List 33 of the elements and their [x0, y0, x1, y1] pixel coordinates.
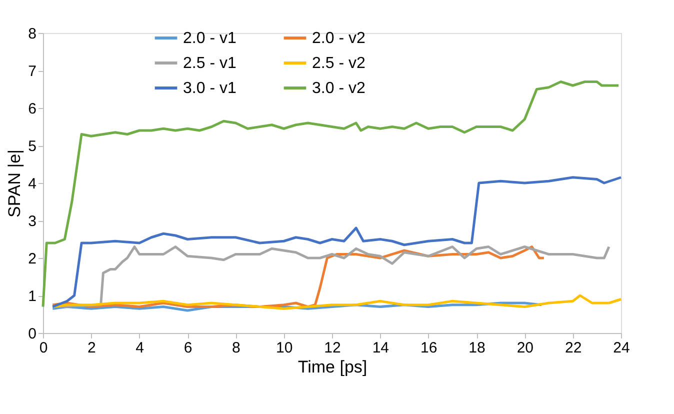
x-tick-label: 18	[468, 340, 486, 356]
line-series	[42, 80, 620, 308]
y-tick-label: 0	[28, 326, 36, 342]
x-tick-label: 2	[87, 340, 96, 356]
y-tick-label: 5	[28, 138, 36, 155]
y-tick-label: 6	[28, 100, 36, 118]
x-tick-label: 12	[324, 340, 341, 356]
x-axis-title: Time [ps]	[298, 358, 368, 376]
x-tick-label: 24	[613, 340, 630, 356]
x-tick-label: 20	[516, 340, 534, 356]
y-tick-label: 7	[28, 63, 36, 80]
y-tick-label: 4	[28, 176, 36, 192]
line-series	[51, 294, 622, 310]
legend-label: 3.0 - v1	[183, 80, 236, 97]
y-axis-title: SPAN |e|	[5, 149, 24, 218]
x-tick-label: 0	[39, 340, 48, 356]
y-tick-label: 2	[28, 250, 36, 268]
legend-label: 2.0 - v1	[183, 30, 236, 47]
y-tick-label: 1	[28, 288, 36, 305]
legend-label: 2.5 - v2	[312, 55, 366, 72]
y-tick-label: 8	[28, 26, 36, 42]
x-tick-label: 16	[420, 340, 438, 356]
legend-label: 2.0 - v2	[312, 30, 366, 47]
x-tick-label: 4	[136, 340, 144, 356]
x-tick-label: 10	[276, 340, 293, 356]
x-tick-label: 14	[372, 340, 390, 356]
legend-label: 2.5 - v1	[183, 55, 236, 72]
x-tick-label: 8	[232, 340, 240, 356]
x-tick-label: 22	[564, 340, 582, 356]
x-tick-label: 6	[184, 340, 192, 356]
y-tick-label: 3	[28, 213, 36, 230]
legend-label: 3.0 - v2	[312, 80, 366, 97]
line-series	[51, 176, 622, 308]
